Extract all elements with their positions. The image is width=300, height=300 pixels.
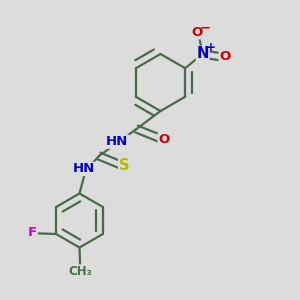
- Text: HN: HN: [73, 162, 95, 176]
- Text: −: −: [200, 22, 211, 34]
- Text: +: +: [206, 41, 215, 54]
- Text: N: N: [196, 46, 209, 61]
- Text: O: O: [191, 26, 202, 39]
- Text: CH₃: CH₃: [69, 265, 93, 278]
- Text: O: O: [158, 133, 169, 146]
- Text: F: F: [28, 226, 37, 239]
- Text: S: S: [119, 158, 129, 173]
- Text: O: O: [219, 50, 230, 63]
- Text: HN: HN: [106, 135, 128, 148]
